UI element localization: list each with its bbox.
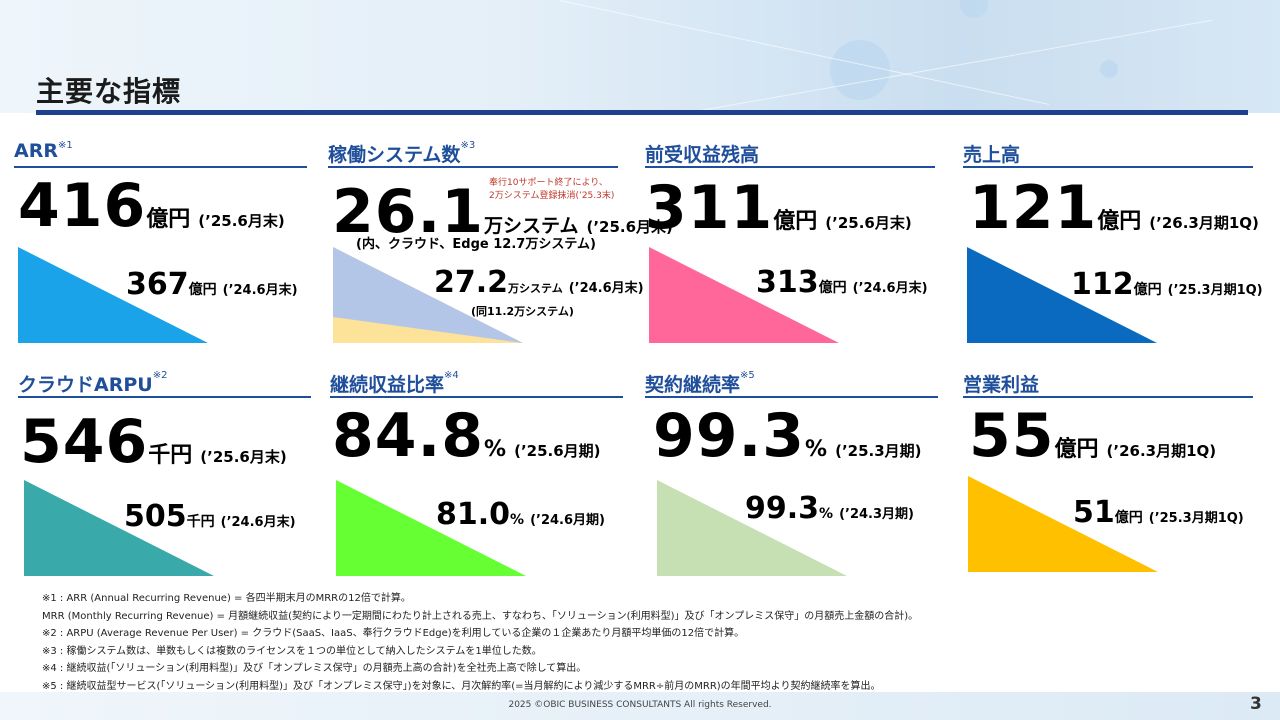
title-underline [36,110,1248,115]
previous-value: 99.3% (’24.3月期) [745,491,914,526]
comparison-triangle [333,247,523,343]
previous-value: 505千円 (’24.6月末) [124,499,296,534]
decor-circle [830,40,890,100]
title-rule [330,396,623,398]
current-value: 26.1万システム (’25.6月末) [332,177,673,247]
metric-title: 契約継続率※5 [645,370,755,396]
previous-value: 313億円 (’24.6月末) [756,265,928,300]
footer-bar [0,692,1280,720]
metric-title: ARR※1 [14,140,73,162]
title-rule [645,166,935,168]
comparison-triangle [967,247,1157,343]
footnote: ※3 : 稼働システム数は、単数もしくは複数のライセンスを１つの単位として納入し… [42,645,542,657]
metric-recurring-ratio: 継続収益比率※4 84.8% (’25.6月期) 81.0% (’24.6月期) [330,370,625,585]
previous-value: 51億円 (’25.3月期1Q) [1073,495,1244,530]
previous-value: 367億円 (’24.6月末) [126,267,298,302]
page-number: 3 [1250,694,1262,714]
comparison-triangle [968,476,1158,572]
decor-line [700,19,1213,111]
red-note: 奉行10サポート終了により、 2万システム登録抹消(’25.3末) [489,178,615,201]
comparison-triangle [657,480,847,576]
metric-sales: 売上高 121億円 (’26.3月期1Q) 112億円 (’25.3月期1Q) [963,140,1263,350]
page-title: 主要な指標 [36,75,182,108]
footnote: ※2 : ARPU (Average Revenue Per User) = ク… [42,628,745,639]
title-rule [328,166,618,168]
copyright: 2025 ©OBIC BUSINESS CONSULTANTS All righ… [508,700,772,710]
title-rule [18,396,311,398]
title-rule [963,166,1253,168]
metric-title: 売上高 [963,144,1021,166]
metric-title: クラウドARPU※2 [18,370,168,396]
footnote: MRR (Monthly Recurring Revenue) = 月額継続収益… [42,610,919,622]
comparison-triangle [18,247,208,343]
metric-operating-income: 営業利益 55億円 (’26.3月期1Q) 51億円 (’25.3月期1Q) [963,370,1258,585]
current-value: 546千円 (’25.6月末) [20,407,287,477]
decor-circle [960,0,988,18]
current-value: 84.8% (’25.6月期) [332,401,601,471]
previous-value: 112億円 (’25.3月期1Q) [1071,267,1263,302]
sub-note: (内、クラウド、Edge 12.7万システム) [356,237,596,252]
footnote: ※5 : 継続収益型サービス(「ソリューション(利用料型)」及び「オンプレミス保… [42,680,881,692]
title-rule [963,396,1253,398]
current-value: 416億円 (’25.6月末) [18,171,285,241]
comparison-triangle [336,480,526,576]
current-value: 311億円 (’25.6月末) [645,173,912,243]
footnote: ※4 : 継続収益(「ソリューション(利用料型)」及び「オンプレミス保守」の月額… [42,663,587,674]
metric-title: 営業利益 [963,374,1040,396]
metric-title: 継続収益比率※4 [330,370,459,396]
metric-deferred-revenue: 前受収益残高 311億円 (’25.6月末) 313億円 (’24.6月末) [645,140,940,350]
comparison-triangle [24,480,214,576]
title-rule [645,396,938,398]
previous-value: 27.2万システム (’24.6月末) [434,265,644,300]
footnotes: ※1 : ARR (Annual Recurring Revenue) = 各四… [42,590,918,695]
previous-value: 81.0% (’24.6月期) [436,497,605,532]
footnote: ※1 : ARR (Annual Recurring Revenue) = 各四… [42,593,411,604]
metric-systems: 稼働システム数※3 奉行10サポート終了により、 2万システム登録抹消(’25.… [328,140,673,350]
current-value: 55億円 (’26.3月期1Q) [969,401,1217,471]
current-value: 99.3% (’25.3月期) [653,401,922,471]
title-rule [14,166,307,168]
metric-cloud-arpu: クラウドARPU※2 546千円 (’25.6月末) 505千円 (’24.6月末) [18,370,313,585]
header-banner [0,0,1280,113]
current-value: 121億円 (’26.3月期1Q) [969,173,1259,243]
comparison-triangle [649,247,839,343]
metric-title: 稼働システム数※3 [328,140,476,166]
metric-renewal-rate: 契約継続率※5 99.3% (’25.3月期) 99.3% (’24.3月期) [645,370,940,585]
metric-arr: ARR※1 416億円 (’25.6月末) 367億円 (’24.6月末) [14,140,309,350]
decor-circle [1100,60,1118,78]
previous-note: (同11.2万システム) [471,305,574,318]
metric-title: 前受収益残高 [645,144,760,166]
